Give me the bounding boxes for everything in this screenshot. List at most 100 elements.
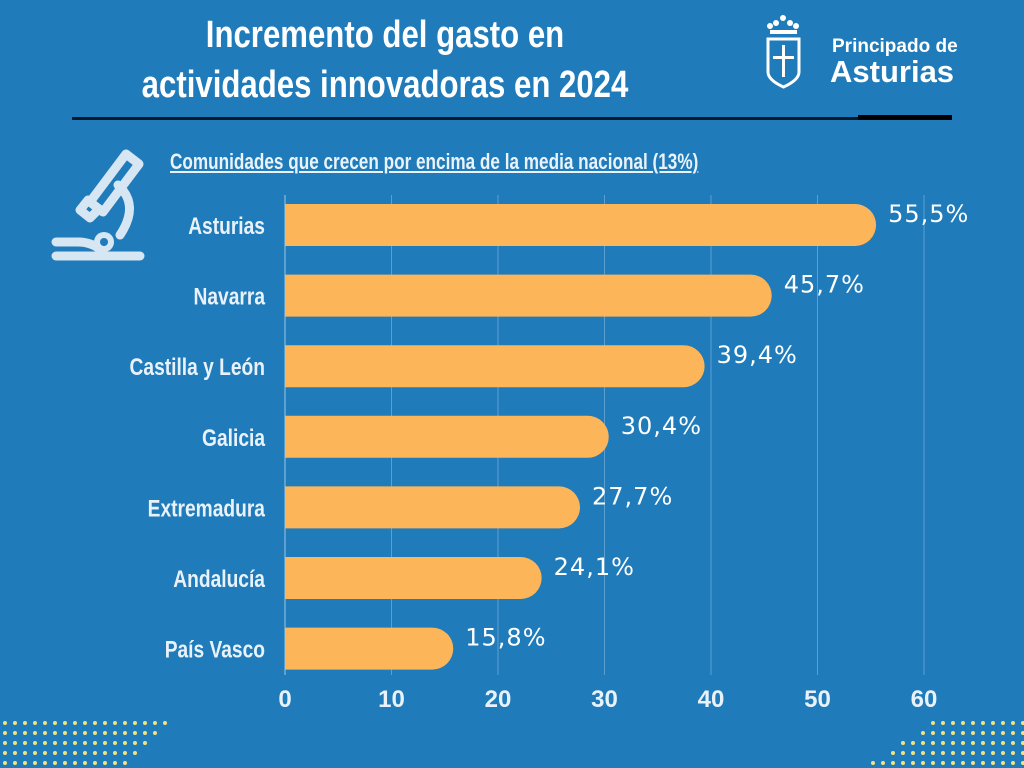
category-label: Extremadura <box>148 494 266 522</box>
dot <box>991 761 995 765</box>
dot <box>971 741 975 745</box>
x-tick-label: 50 <box>804 686 831 713</box>
dot <box>63 741 67 745</box>
dot <box>881 761 885 765</box>
microscope-icon <box>51 149 145 261</box>
logo-text-line-1: Principado de <box>832 36 958 57</box>
dot <box>83 761 87 765</box>
dot <box>1021 741 1024 745</box>
dot <box>971 721 975 725</box>
dot <box>43 751 47 755</box>
dot <box>3 721 7 725</box>
dot <box>123 751 127 755</box>
logo-text-line-2: Asturias <box>830 54 955 89</box>
dot <box>63 721 67 725</box>
dot <box>83 741 87 745</box>
dot <box>63 751 67 755</box>
dot <box>971 761 975 765</box>
dot <box>113 731 117 735</box>
dot <box>103 721 107 725</box>
dot <box>53 721 57 725</box>
dot <box>951 761 955 765</box>
dot <box>73 721 77 725</box>
dot <box>971 731 975 735</box>
dot <box>991 751 995 755</box>
data-label: 30,4% <box>621 412 702 440</box>
bar <box>285 415 609 458</box>
chart-subtitle: Comunidades que crecen por encima de la … <box>170 149 699 174</box>
dot <box>3 741 7 745</box>
category-label: Castilla y León <box>130 353 265 381</box>
dot <box>1011 731 1015 735</box>
dot <box>33 721 37 725</box>
dot <box>971 751 975 755</box>
dot <box>133 721 137 725</box>
dot <box>73 741 77 745</box>
dot <box>921 741 925 745</box>
dot <box>23 741 27 745</box>
dot <box>1001 731 1005 735</box>
dot <box>951 721 955 725</box>
dot <box>931 741 935 745</box>
dot <box>143 721 147 725</box>
dot <box>93 751 97 755</box>
dot <box>83 751 87 755</box>
data-label: 55,5% <box>888 200 969 228</box>
title-divider <box>72 117 952 120</box>
dot <box>113 721 117 725</box>
dot <box>113 741 117 745</box>
bar <box>285 345 705 388</box>
dot <box>911 751 915 755</box>
dot <box>981 731 985 735</box>
category-label: Galicia <box>202 424 266 452</box>
dot <box>961 751 965 755</box>
dot <box>123 721 127 725</box>
dot <box>981 751 985 755</box>
dot <box>901 751 905 755</box>
dot <box>1001 751 1005 755</box>
dot <box>93 731 97 735</box>
dot <box>941 761 945 765</box>
data-label: 15,8% <box>465 624 546 652</box>
category-label: Asturias <box>188 212 265 240</box>
dot <box>941 721 945 725</box>
dot <box>1021 761 1024 765</box>
dot <box>3 751 7 755</box>
dot <box>23 721 27 725</box>
x-tick-label: 10 <box>378 686 405 713</box>
dot <box>891 761 895 765</box>
dot <box>3 761 7 765</box>
dot <box>13 731 17 735</box>
dot <box>911 761 915 765</box>
dot <box>951 731 955 735</box>
dot <box>133 741 137 745</box>
dot <box>1001 721 1005 725</box>
dot <box>153 721 157 725</box>
dot <box>43 721 47 725</box>
dot <box>981 721 985 725</box>
dot <box>1021 751 1024 755</box>
dot <box>93 761 97 765</box>
bar <box>285 627 454 670</box>
dot <box>931 761 935 765</box>
dot <box>961 721 965 725</box>
dot <box>123 741 127 745</box>
dot <box>961 761 965 765</box>
dot <box>103 731 107 735</box>
dot <box>33 731 37 735</box>
dot <box>1001 741 1005 745</box>
dot <box>891 751 895 755</box>
dot <box>871 761 875 765</box>
dot <box>123 761 127 765</box>
dot <box>73 731 77 735</box>
dot <box>103 761 107 765</box>
x-tick-label: 30 <box>591 686 618 713</box>
data-label: 24,1% <box>554 553 635 581</box>
dot <box>73 751 77 755</box>
decorative-dots-left <box>3 721 167 765</box>
dot <box>13 741 17 745</box>
category-label: Navarra <box>194 283 266 311</box>
dot <box>103 751 107 755</box>
data-label: 39,4% <box>717 341 798 369</box>
dot <box>133 731 137 735</box>
